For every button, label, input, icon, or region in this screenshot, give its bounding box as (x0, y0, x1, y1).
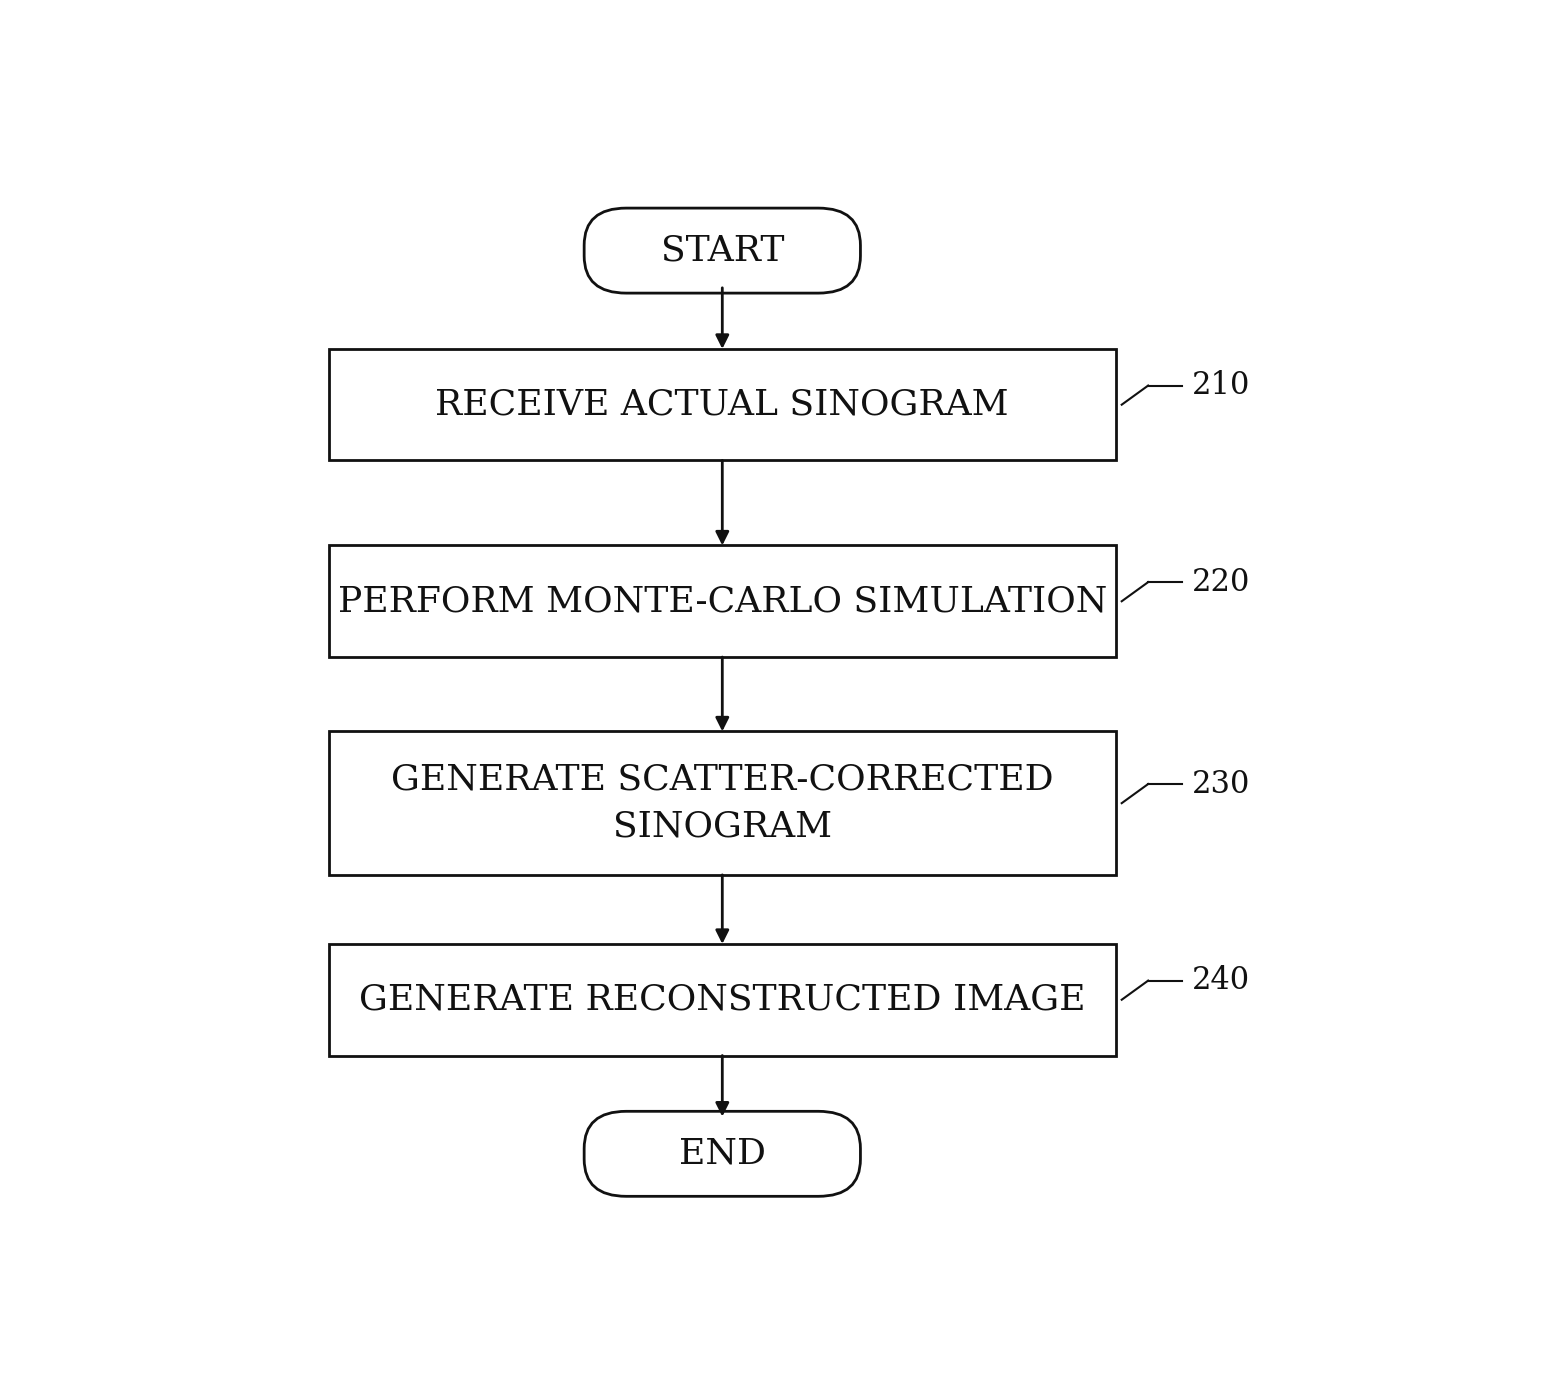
Text: RECEIVE ACTUAL SINOGRAM: RECEIVE ACTUAL SINOGRAM (436, 388, 1009, 422)
Text: START: START (660, 233, 784, 268)
Text: 220: 220 (1192, 567, 1249, 598)
FancyBboxPatch shape (329, 944, 1116, 1056)
FancyBboxPatch shape (329, 731, 1116, 875)
Text: 210: 210 (1192, 370, 1249, 402)
Text: GENERATE SCATTER-CORRECTED
SINOGRAM: GENERATE SCATTER-CORRECTED SINOGRAM (391, 762, 1054, 845)
FancyBboxPatch shape (329, 545, 1116, 657)
Text: PERFORM MONTE-CARLO SIMULATION: PERFORM MONTE-CARLO SIMULATION (338, 584, 1107, 618)
Text: GENERATE RECONSTRUCTED IMAGE: GENERATE RECONSTRUCTED IMAGE (360, 983, 1085, 1017)
Text: 230: 230 (1192, 769, 1249, 799)
FancyBboxPatch shape (329, 349, 1116, 461)
Text: 240: 240 (1192, 965, 1249, 996)
FancyBboxPatch shape (584, 208, 860, 293)
FancyBboxPatch shape (584, 1111, 860, 1196)
Text: END: END (679, 1137, 766, 1170)
